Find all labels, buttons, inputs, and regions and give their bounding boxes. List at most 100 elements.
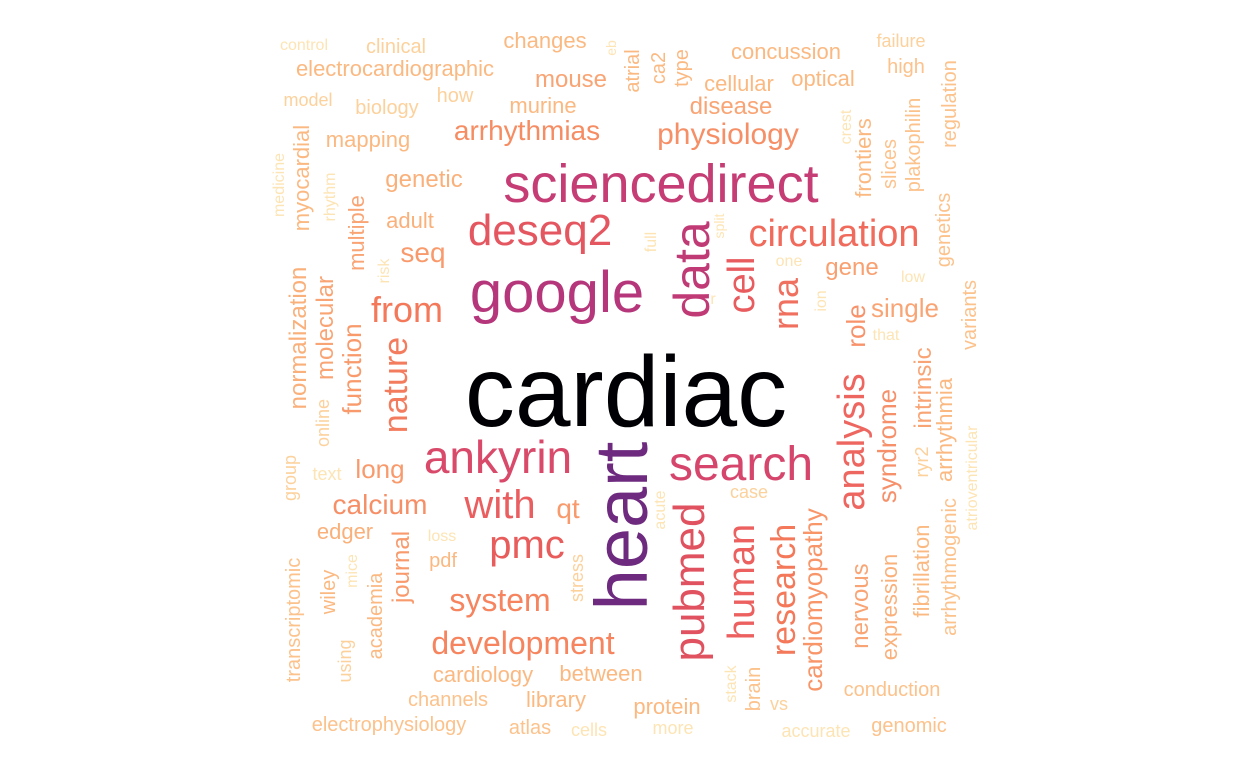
word-genomic: genomic bbox=[871, 715, 947, 737]
word-r: r bbox=[710, 291, 716, 308]
word-long: long bbox=[355, 454, 405, 484]
word-deseq2: deseq2 bbox=[467, 206, 613, 255]
word-multiple: multiple bbox=[344, 195, 369, 271]
word-development: development bbox=[431, 625, 615, 661]
word-high: high bbox=[887, 56, 925, 78]
word-search: search bbox=[668, 438, 814, 491]
word-that: that bbox=[872, 327, 900, 344]
word-risk: risk bbox=[376, 258, 393, 284]
word-atlas: atlas bbox=[508, 717, 552, 739]
word-brain: brain bbox=[743, 666, 765, 712]
word-online: online bbox=[313, 398, 333, 448]
word-plakophilin: plakophilin bbox=[903, 97, 925, 193]
word-conduction: conduction bbox=[843, 679, 941, 701]
word-acute: acute bbox=[652, 490, 669, 530]
word-model: model bbox=[283, 90, 333, 110]
word-gene: gene bbox=[825, 254, 879, 281]
word-with: with bbox=[464, 483, 536, 527]
word-full: full bbox=[643, 231, 660, 253]
word-ryr2: ryr2 bbox=[912, 446, 932, 478]
word-control: control bbox=[279, 37, 329, 54]
word-analysis: analysis bbox=[831, 373, 873, 511]
word-arrhythmia: arrhythmia bbox=[932, 378, 957, 482]
word-type: type bbox=[671, 49, 693, 87]
word-using: using bbox=[335, 639, 355, 683]
word-electrophysiology: electrophysiology bbox=[311, 714, 467, 736]
word-changes: changes bbox=[503, 28, 587, 53]
word-between: between bbox=[559, 661, 643, 686]
word-rna: rna bbox=[765, 277, 806, 331]
word-failure: failure bbox=[876, 31, 926, 51]
word-edger: edger bbox=[316, 519, 374, 544]
word-one: one bbox=[775, 253, 803, 270]
word-atrial: atrial bbox=[622, 49, 644, 93]
word-murine: murine bbox=[509, 93, 577, 118]
word-low: low bbox=[900, 269, 926, 286]
word-arrhythmogenic: arrhythmogenic bbox=[939, 498, 961, 636]
word-rhythm: rhythm bbox=[322, 172, 339, 222]
word-single: single bbox=[871, 293, 939, 323]
word-eb: eb bbox=[603, 40, 619, 56]
word-expression: expression bbox=[877, 553, 902, 661]
word-mice: mice bbox=[344, 554, 361, 588]
word-transcriptomic: transcriptomic bbox=[283, 557, 305, 683]
word-sciencedirect: sciencedirect bbox=[503, 154, 819, 214]
word-from: from bbox=[371, 289, 443, 330]
word-vs: vs bbox=[770, 694, 788, 714]
word-group: group bbox=[280, 454, 300, 502]
word-case: case bbox=[729, 482, 769, 502]
word-stress: stress bbox=[567, 553, 587, 603]
word-academia: academia bbox=[365, 572, 387, 660]
word-genetics: genetics bbox=[933, 192, 955, 268]
word-split: split bbox=[711, 213, 727, 239]
word-more: more bbox=[652, 718, 694, 738]
word-arrhythmias: arrhythmias bbox=[453, 115, 601, 146]
word-heart: heart bbox=[580, 441, 663, 611]
word-nature: nature bbox=[377, 336, 415, 434]
word-ca2: ca2 bbox=[648, 51, 670, 85]
word-mouse: mouse bbox=[534, 66, 608, 93]
word-physiology: physiology bbox=[657, 118, 799, 151]
word-cardiology: cardiology bbox=[432, 662, 534, 687]
word-myocardial: myocardial bbox=[289, 124, 314, 232]
word-cell: cell bbox=[721, 256, 763, 314]
word-optical: optical bbox=[791, 66, 855, 91]
word-channels: channels bbox=[407, 689, 489, 711]
word-cardiac: cardiac bbox=[464, 336, 788, 448]
word-calcium: calcium bbox=[332, 489, 428, 520]
word-cellular: cellular bbox=[704, 71, 774, 96]
word-human: human bbox=[721, 523, 763, 641]
word-library: library bbox=[526, 687, 586, 712]
word-research: research bbox=[765, 523, 803, 657]
word-slices: slices bbox=[879, 138, 901, 190]
word-journal: journal bbox=[388, 530, 415, 604]
word-biology: biology bbox=[355, 97, 419, 119]
word-google: google bbox=[469, 260, 645, 325]
word-genetic: genetic bbox=[385, 166, 463, 193]
word-regulation: regulation bbox=[939, 60, 961, 148]
word-disease: disease bbox=[689, 93, 773, 120]
word-protein: protein bbox=[633, 694, 701, 719]
word-clinical: clinical bbox=[365, 36, 427, 58]
word-ankyrin: ankyrin bbox=[423, 431, 573, 483]
word-cardiomyopathy: cardiomyopathy bbox=[798, 508, 828, 692]
word-medicine: medicine bbox=[271, 152, 288, 218]
word-text: text bbox=[312, 464, 342, 484]
word-pubmed: pubmed bbox=[665, 502, 714, 662]
word-crest: crest bbox=[838, 109, 855, 145]
word-cells: cells bbox=[570, 720, 608, 740]
word-pmc: pmc bbox=[489, 523, 565, 567]
word-frontiers: frontiers bbox=[851, 118, 876, 198]
word-role: role bbox=[841, 304, 871, 348]
word-stack: stack bbox=[723, 665, 740, 703]
word-adult: adult bbox=[386, 208, 434, 233]
word-concussion: concussion bbox=[730, 39, 842, 64]
word-syndrome: syndrome bbox=[872, 388, 902, 504]
word-electrocardiographic: electrocardiographic bbox=[295, 56, 495, 81]
word-wiley: wiley bbox=[318, 569, 340, 615]
word-pdf: pdf bbox=[429, 550, 457, 572]
word-circulation: circulation bbox=[748, 213, 920, 255]
word-accurate: accurate bbox=[781, 721, 851, 741]
word-nervous: nervous bbox=[847, 563, 874, 649]
